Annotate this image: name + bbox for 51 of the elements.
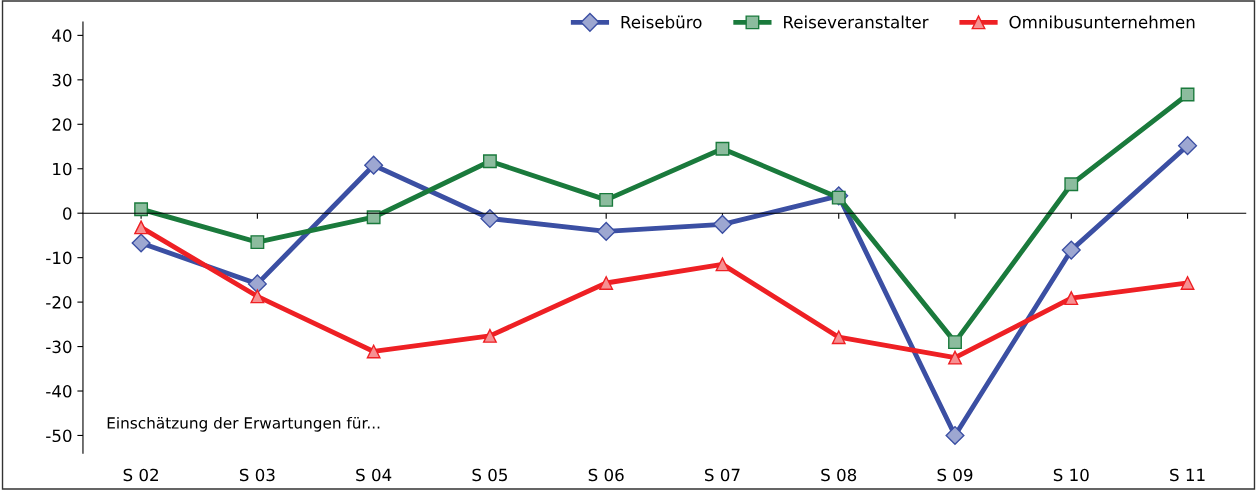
point — [1061, 240, 1081, 260]
legend-label: Omnibusunternehmen — [1009, 15, 1195, 29]
y-tick-label: 10 — [53, 162, 72, 176]
x-tick-label: S 10 — [1053, 468, 1089, 482]
point — [247, 274, 267, 294]
y-tick-label: 30 — [52, 73, 72, 87]
point — [366, 210, 381, 225]
point — [831, 330, 846, 345]
point — [480, 209, 500, 229]
point — [250, 289, 265, 304]
x-tick-label: S 06 — [588, 468, 624, 482]
point — [715, 141, 730, 156]
point — [1178, 136, 1198, 156]
point — [1180, 276, 1195, 290]
point — [948, 335, 962, 350]
y-tick-label: -10 — [46, 251, 72, 265]
point — [945, 425, 965, 446]
point — [715, 257, 730, 272]
annotation: Einschätzung der Erwartungen für... — [107, 416, 380, 432]
point — [366, 344, 381, 359]
point — [364, 155, 384, 175]
y-tick-label: -50 — [46, 429, 72, 443]
x-tick-label: S 05 — [472, 468, 507, 482]
x-tick-label: S 07 — [705, 468, 740, 482]
y-tick-label: 40 — [52, 29, 72, 42]
point — [948, 350, 962, 365]
point — [599, 276, 614, 290]
point — [1064, 291, 1079, 306]
point — [131, 233, 151, 253]
y-tick-label: -30 — [46, 340, 72, 354]
point — [482, 328, 497, 343]
y-tick-label: -20 — [46, 296, 72, 309]
x-tick-label: S 04 — [356, 468, 392, 482]
point — [250, 235, 265, 250]
x-tick-label: S 08 — [821, 468, 857, 482]
point — [134, 220, 149, 235]
x-tick-label: S 02 — [123, 468, 158, 482]
point — [134, 202, 149, 217]
point — [1064, 177, 1079, 192]
legend-label: Reiseveranstalter — [784, 15, 929, 29]
y-tick-label: 0 — [63, 207, 72, 220]
legend-label: Reisebüro — [621, 15, 702, 29]
point — [599, 192, 614, 207]
x-tick-label: S 03 — [239, 468, 275, 482]
point — [596, 221, 616, 241]
point — [482, 154, 497, 169]
y-tick-label: -40 — [46, 384, 72, 398]
point — [712, 214, 732, 234]
x-tick-label: S 09 — [937, 468, 973, 482]
y-tick-label: 20 — [52, 118, 72, 131]
x-tick-label: S 11 — [1170, 468, 1205, 482]
